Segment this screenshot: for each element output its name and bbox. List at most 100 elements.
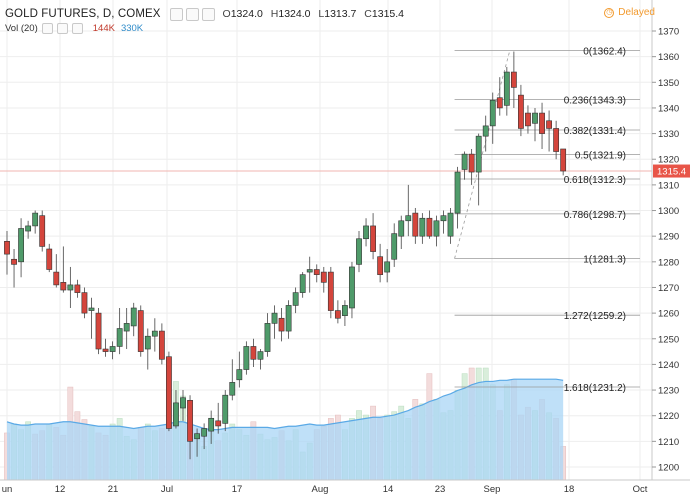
candle (201, 423, 208, 450)
candle (123, 307, 130, 350)
candle-body (95, 312, 102, 350)
candle-body (426, 217, 433, 237)
candle-body (236, 369, 243, 381)
candle (102, 338, 109, 357)
candle (130, 302, 137, 337)
candle (257, 349, 264, 370)
delayed-label: Delayed (618, 7, 655, 18)
candle-body (419, 217, 426, 237)
candle (46, 243, 53, 273)
candle-body (384, 261, 391, 273)
candle-body (334, 310, 341, 319)
candle-body (11, 258, 17, 265)
candle-body (525, 112, 531, 127)
volume-close-icon[interactable] (71, 23, 83, 34)
candle-body (250, 346, 257, 360)
candle-body (271, 312, 278, 324)
candle (370, 213, 376, 260)
price-tick-label: 1340 (658, 103, 679, 114)
candle (398, 215, 405, 249)
time-tick-label: un (2, 484, 13, 495)
candle-body (264, 323, 271, 352)
volume-settings-icon[interactable] (56, 23, 68, 34)
time-tick-label: Aug (312, 484, 329, 495)
candle (320, 266, 327, 293)
candle-body (25, 225, 32, 232)
candle (215, 402, 222, 434)
candle (4, 231, 10, 275)
candle-body (137, 310, 144, 352)
candle-body (560, 148, 567, 172)
fib-level-label: 0.236(1343.3) (564, 95, 626, 106)
candle-body (546, 120, 552, 129)
price-tick-label: 1250 (658, 334, 679, 345)
candle (433, 215, 440, 247)
candle (81, 287, 88, 319)
candle (229, 359, 236, 401)
candle (546, 110, 552, 152)
close-label: C (364, 8, 372, 20)
fib-level-label: 1(1281.3) (583, 254, 626, 265)
fib-level-label: 0.5(1321.9) (575, 150, 626, 161)
candle (496, 77, 503, 116)
candle-body (144, 335, 151, 350)
candle (292, 287, 299, 314)
candle-body (349, 266, 355, 309)
visibility-toggle-icon[interactable] (169, 7, 183, 21)
price-tick-label: 1310 (658, 180, 679, 191)
candle (285, 300, 292, 339)
chart-header: GOLD FUTURES, D, COMEX O1324.0 H1324.0 L… (5, 6, 409, 22)
candle-body (180, 397, 186, 409)
close-icon[interactable] (201, 7, 215, 21)
price-tick-label: 1370 (658, 27, 679, 38)
candle-body (88, 307, 95, 311)
price-tick-label: 1210 (658, 437, 679, 448)
time-tick-label: 18 (564, 484, 575, 495)
candle (53, 254, 60, 288)
candle-body (377, 256, 384, 275)
candle-body (229, 382, 236, 396)
volume-label[interactable]: Vol (20) (5, 23, 38, 34)
candle-body (158, 330, 165, 360)
candle-body (313, 269, 320, 275)
candle-body (532, 112, 538, 124)
candle (194, 428, 200, 457)
fib-level-label: 0.786(1298.7) (564, 210, 626, 221)
price-tick-label: 1230 (658, 386, 679, 397)
candle (18, 218, 24, 278)
volume-value: 144K (92, 23, 115, 34)
fib-level-label: 1.272(1259.2) (564, 311, 626, 322)
price-tick-label: 1360 (658, 52, 679, 63)
candle (440, 210, 447, 234)
candle (166, 351, 172, 432)
last-price-label: 1315.4 (657, 167, 686, 178)
candle-body (123, 323, 130, 332)
delayed-badge[interactable]: ◷ Delayed (604, 7, 655, 18)
time-tick-label: Oct (633, 484, 648, 495)
candle (454, 166, 461, 229)
candle-body (553, 128, 560, 152)
candle (391, 223, 398, 267)
candle-body (489, 99, 496, 127)
candle (180, 390, 186, 421)
candle-body (257, 351, 264, 360)
symbol-title[interactable]: GOLD FUTURES, D, COMEX (5, 8, 161, 20)
candle-body (285, 305, 292, 332)
candle-body (208, 417, 215, 432)
candle (144, 328, 151, 370)
time-tick-label: 14 (383, 484, 394, 495)
candle (74, 279, 81, 298)
price-tick-label: 1260 (658, 309, 679, 320)
candle (264, 313, 271, 357)
volume-visibility-icon[interactable] (41, 23, 53, 34)
candle-body (391, 233, 398, 260)
time-tick-label: Jul (161, 484, 173, 495)
candle-body (194, 433, 200, 440)
settings-icon[interactable] (185, 7, 199, 21)
candle (518, 84, 524, 137)
candle (67, 266, 74, 308)
volume-header: Vol (20) 144K 330K (5, 23, 143, 34)
candle (461, 151, 468, 180)
candle (349, 261, 355, 319)
